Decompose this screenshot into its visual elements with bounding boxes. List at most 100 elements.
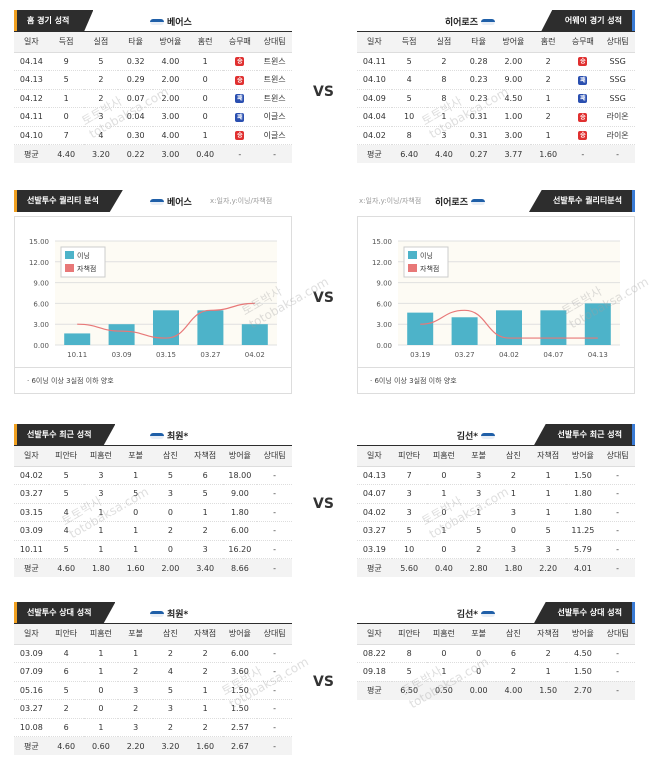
panel-title: 선발투수 퀄리티분석 [528, 190, 635, 212]
table-cell: 1.50 [222, 681, 258, 700]
table-cell: 3.60 [222, 662, 258, 682]
table-cell: 5 [48, 484, 84, 504]
table-cell: 1 [530, 89, 566, 108]
table-cell: 16.20 [222, 540, 258, 559]
column-header: 득점 [391, 32, 427, 53]
table-cell: 03.09 [14, 521, 49, 541]
table-cell: 10.11 [14, 540, 49, 559]
table-cell: 03.19 [357, 540, 392, 559]
table-cell: 4 [153, 662, 188, 682]
table-cell: 3 [83, 107, 119, 127]
table-cell: 07.09 [14, 662, 49, 682]
y-tick-label: 3.00 [33, 321, 49, 329]
column-header: 포볼 [461, 446, 496, 467]
table-cell: 2.00 [153, 70, 188, 90]
y-tick-label: 6.00 [33, 300, 49, 308]
table-cell: 2 [461, 540, 496, 559]
table-cell: 9 [48, 52, 84, 71]
table-cell: 3 [153, 484, 188, 504]
table-cell: 승 [565, 107, 601, 127]
table-cell: 0.30 [118, 126, 153, 145]
table-cell: 2 [83, 89, 119, 108]
table-cell: 1 [83, 644, 119, 663]
y-tick-label: 15.00 [29, 238, 49, 246]
table-cell: 4.40 [426, 144, 462, 163]
team-logo-icon [471, 198, 485, 205]
table-cell: 2 [83, 70, 119, 90]
table-cell: 08.22 [357, 644, 392, 663]
column-header: 포볼 [461, 624, 496, 645]
table-cell: 1 [461, 503, 496, 522]
column-header: 방어율 [222, 624, 258, 645]
table-cell: 6.00 [222, 521, 258, 541]
column-header: 자책점 [187, 624, 223, 645]
table-cell: 4.60 [48, 736, 84, 755]
column-header: 승무패 [565, 32, 601, 53]
column-header: 삼진 [496, 446, 531, 467]
table-cell: 이글스 [257, 107, 292, 127]
table-row: 04.14 9 5 0.32 4.00 1 승 트윈스 [14, 52, 292, 71]
table-cell: 3 [391, 503, 427, 522]
column-header: 실점 [83, 32, 119, 53]
table-row: 10.11 5 1 1 0 3 16.20- [14, 540, 292, 559]
table-cell: 0 [187, 89, 223, 108]
result-badge: 패 [578, 94, 588, 104]
pitcher-recent-panel-right: 김선* 선발투수 최근 성적 일자 피안타 피홈런 포볼 삼진 자책점 방어율 상대팀 04.13… [357, 424, 635, 577]
team-logo-icon [481, 610, 495, 617]
table-cell: 1 [530, 126, 566, 145]
column-header: 상대팀 [600, 624, 635, 645]
table-row: 04.02 5 3 1 5 6 18.00- [14, 466, 292, 485]
team-logo-icon [481, 432, 495, 439]
table-cell: 1.60 [187, 736, 223, 755]
record-table: 일자 피안타 피홈런 포볼 삼진 자책점 방어율 상대팀 04.13 7 0 3 2 1 1.50-04.0… [357, 446, 635, 577]
table-cell: 2.67 [222, 736, 258, 755]
table-cell: 5 [48, 540, 84, 559]
table-cell: 평균 [357, 558, 392, 577]
table-cell: 04.02 [357, 503, 392, 522]
column-header: 삼진 [153, 446, 188, 467]
table-cell: 패 [222, 89, 258, 108]
table-cell: 3 [496, 540, 531, 559]
column-header: 피홈런 [83, 446, 119, 467]
table-cell: 2 [530, 644, 566, 663]
x-tick-label: 03.27 [455, 351, 475, 359]
table-cell: 03.15 [14, 503, 49, 522]
team-logo-icon [481, 18, 495, 25]
column-header: 일자 [14, 624, 49, 645]
table-row: 10.08 6 1 3 2 2 2.57- [14, 718, 292, 737]
team-name: 히어로즈 [435, 195, 485, 208]
table-cell: - [257, 681, 292, 700]
table-cell: 6 [187, 466, 223, 485]
table-row: 04.10 7 4 0.30 4.00 1 승 이글스 [14, 126, 292, 145]
table-cell: 3.77 [496, 144, 531, 163]
table-avg-row: 평균 4.60 1.80 1.60 2.00 3.40 8.66- [14, 558, 292, 577]
table-cell: 4 [48, 644, 84, 663]
table-row: 03.09 4 1 1 2 2 6.00- [14, 521, 292, 541]
bar-innings [540, 310, 567, 345]
table-cell: 2.80 [461, 558, 496, 577]
y-tick-label: 3.00 [376, 321, 392, 329]
table-cell: 2 [153, 644, 188, 663]
table-cell: 8 [391, 126, 427, 145]
table-cell: 1.60 [118, 558, 153, 577]
x-tick-label: 04.13 [588, 351, 608, 359]
table-cell: 0.27 [461, 144, 496, 163]
vs-label: VS [313, 674, 334, 690]
table-cell: 1 [530, 466, 566, 485]
legend-swatch-earned-runs [65, 264, 74, 272]
table-cell: 2 [187, 644, 223, 663]
table-cell: 1 [530, 503, 566, 522]
table-cell: 1 [187, 503, 223, 522]
table-cell: 5 [83, 52, 119, 71]
table-cell: 5.79 [565, 540, 601, 559]
table-cell: 05.16 [14, 681, 49, 700]
result-badge: 패 [235, 112, 245, 122]
table-cell: 평균 [357, 144, 392, 163]
table-cell: 5 [391, 662, 427, 682]
table-row: 03.27 2 0 2 3 1 1.50- [14, 699, 292, 719]
team-logo-icon [150, 18, 164, 25]
column-header: 포볼 [118, 446, 153, 467]
table-cell: - [257, 736, 292, 755]
table-cell: 패 [565, 89, 601, 108]
table-cell: - [600, 466, 635, 485]
